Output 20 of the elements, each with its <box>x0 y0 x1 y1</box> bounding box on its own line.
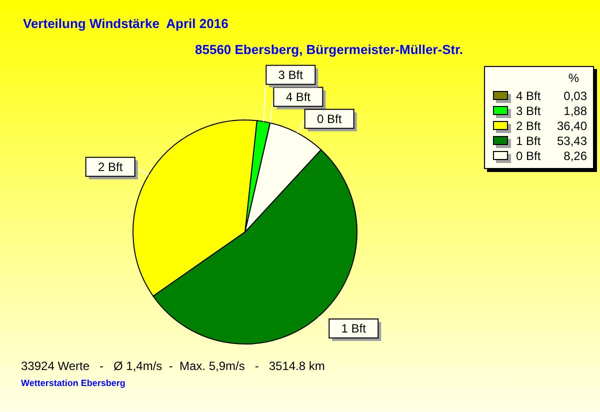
text: 33924 Werte - Ø 1,4m/s - Max. 5,9m/s - 3514.8 km <box>21 359 325 373</box>
legend-label: 4 Bft <box>516 88 542 102</box>
slice-label: 0 Bft <box>316 112 342 126</box>
legend-title: % <box>567 71 580 85</box>
slice-label: 3 Bft <box>278 68 304 82</box>
legend-label: 0 Bft <box>516 148 542 162</box>
data-label: 1,88 <box>562 104 587 118</box>
slice-label: 2 Bft <box>98 160 124 174</box>
legend-label: 2 Bft <box>516 118 542 132</box>
legend-label: 1 Bft <box>516 134 542 148</box>
chart-subtitle: 85560 Ebersberg, Bürgermeister-Müller-Str. <box>195 42 464 57</box>
data-label: 8,26 <box>562 148 587 162</box>
slice-label: 4 Bft <box>286 90 312 104</box>
data-label: 53,43 <box>556 134 587 148</box>
text: Wetterstation Ebersberg <box>21 378 126 388</box>
data-label: 36,40 <box>556 118 587 132</box>
slice-label: 1 Bft <box>341 321 367 336</box>
data-label: 0,03 <box>562 88 587 102</box>
chart-title: Verteilung Windstärke April 2016 <box>23 16 228 31</box>
legend-label: 3 Bft <box>516 104 542 118</box>
